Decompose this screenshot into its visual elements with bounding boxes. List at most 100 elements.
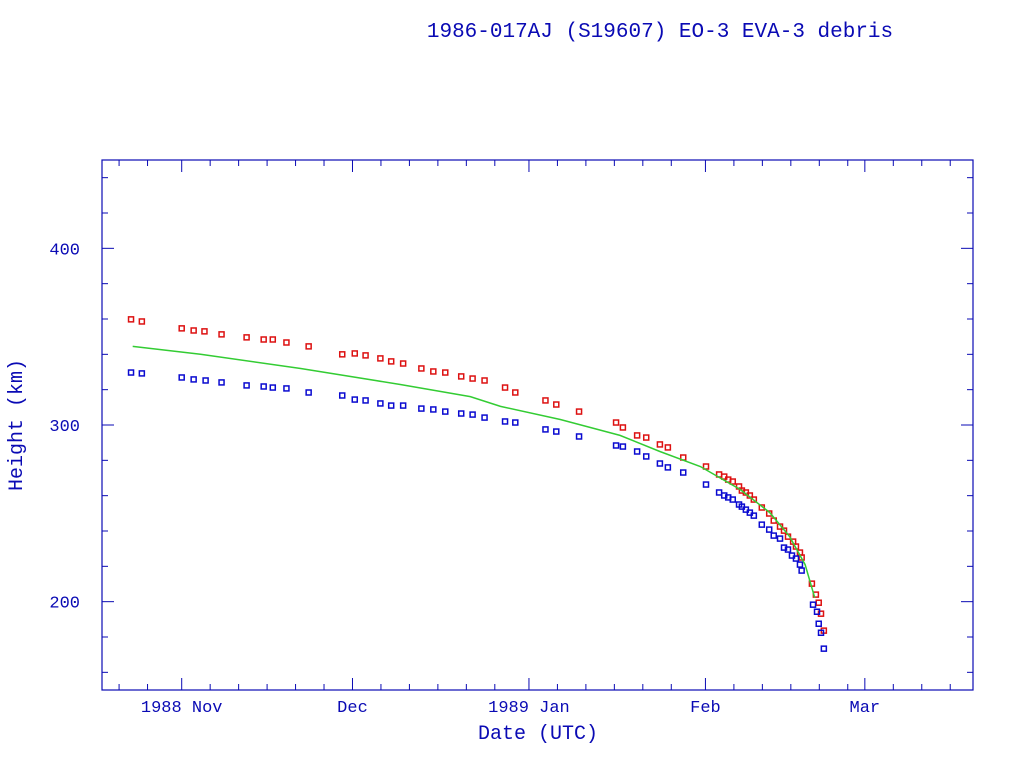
apogee-point: [138, 318, 146, 325]
perigee-point: [243, 382, 250, 389]
perigee-point: [758, 521, 766, 528]
perigee-point: [260, 383, 267, 390]
perigee-point: [469, 411, 476, 418]
apogee-point: [377, 355, 384, 362]
apogee-point: [283, 339, 290, 346]
perigee-point: [813, 608, 821, 615]
perigee-point: [820, 645, 828, 652]
x-tick-label: Mar: [850, 699, 881, 718]
chart-title: 1986-017AJ (S19607) EO-3 EVA-3 debris: [427, 21, 893, 44]
perigee-point: [457, 410, 465, 417]
apogee-point: [362, 352, 369, 359]
perigee-point: [770, 532, 778, 539]
apogee-point: [178, 325, 185, 332]
mean-line: [132, 345, 816, 598]
apogee-point: [553, 401, 560, 408]
perigee-point: [664, 464, 672, 471]
perigee-point: [798, 567, 805, 574]
perigee-point: [387, 402, 395, 409]
apogee-point: [418, 365, 425, 372]
apogee-point: [260, 336, 267, 343]
perigee-point: [792, 555, 800, 562]
apogee-point: [269, 336, 277, 343]
perigee-point: [501, 418, 509, 425]
perigee-point: [338, 392, 346, 399]
perigee-point: [729, 496, 737, 503]
apogee-point: [399, 360, 407, 367]
perigee-point: [750, 512, 758, 519]
apogee-point: [633, 432, 641, 439]
perigee-point: [377, 400, 384, 407]
apogee-point: [190, 327, 197, 334]
apogee-point: [656, 441, 664, 448]
perigee-point: [575, 433, 583, 440]
apogee-point: [780, 527, 788, 534]
perigee-point: [815, 620, 822, 627]
perigee-point: [202, 377, 209, 384]
perigee-point: [702, 481, 710, 488]
perigee-point: [765, 526, 773, 533]
perigee-point: [679, 469, 687, 476]
apogee-point: [243, 334, 250, 341]
perigee-point: [351, 396, 359, 403]
perigee-point: [809, 601, 817, 608]
perigee-point: [305, 389, 312, 396]
y-tick-labels: 200 300 400: [49, 241, 80, 613]
apogee-point: [575, 408, 583, 415]
data-series: [127, 316, 828, 652]
apogee-point: [501, 384, 509, 391]
x-tick-label: 1988 Nov: [141, 699, 223, 718]
perigee-point: [612, 442, 620, 449]
apogee-point: [338, 351, 346, 358]
perigee-point: [817, 629, 825, 637]
perigee-point: [362, 397, 369, 404]
perigee-point: [442, 408, 449, 415]
apogee-point: [218, 331, 225, 338]
apogee-point: [750, 496, 758, 503]
apogee-point: [765, 510, 773, 517]
apogee-point: [512, 389, 519, 396]
perigee-point: [642, 453, 650, 460]
apogee-point: [457, 373, 465, 380]
perigee-point: [784, 546, 792, 553]
perigee-point: [553, 428, 560, 435]
perigee-point: [218, 379, 225, 386]
perigee-point: [418, 405, 425, 412]
perigee-point: [190, 376, 197, 383]
apogee-point: [481, 377, 488, 384]
apogee-point: [619, 424, 627, 431]
perigee-point: [127, 369, 135, 376]
apogee-point: [729, 478, 737, 485]
perigee-point: [178, 374, 185, 381]
y-tick-label: 200: [49, 595, 80, 614]
y-tick-label: 400: [49, 241, 80, 260]
plot-frame: [101, 159, 974, 691]
perigee-point: [619, 443, 627, 450]
perigee-point: [633, 448, 641, 455]
apogee-point: [305, 343, 312, 350]
apogee-point: [469, 375, 476, 382]
perigee-point: [481, 414, 488, 421]
apogee-point: [612, 419, 620, 426]
perigee-point: [542, 426, 549, 433]
perigee-point: [715, 489, 723, 496]
perigee-point: [399, 402, 407, 409]
x-tick-labels: 1988 Nov Dec 1989 Jan Feb Mar: [141, 699, 880, 718]
perigee-point: [656, 460, 664, 467]
apogee-point: [642, 434, 650, 441]
apogee-point: [442, 369, 449, 376]
perigee-point: [512, 419, 519, 426]
perigee-point: [283, 385, 290, 392]
apogee-point: [542, 397, 549, 404]
perigee-point: [776, 535, 784, 542]
perigee-point: [269, 384, 277, 391]
y-tick-label: 300: [49, 418, 80, 437]
axis-ticks: [102, 160, 973, 690]
apogee-point: [430, 368, 437, 375]
x-tick-label: 1989 Jan: [488, 699, 570, 718]
apogee-point: [387, 358, 395, 365]
x-axis-label: Date (UTC): [478, 723, 598, 746]
x-tick-label: Feb: [690, 699, 721, 718]
y-axis-label: Height (km): [6, 359, 29, 491]
